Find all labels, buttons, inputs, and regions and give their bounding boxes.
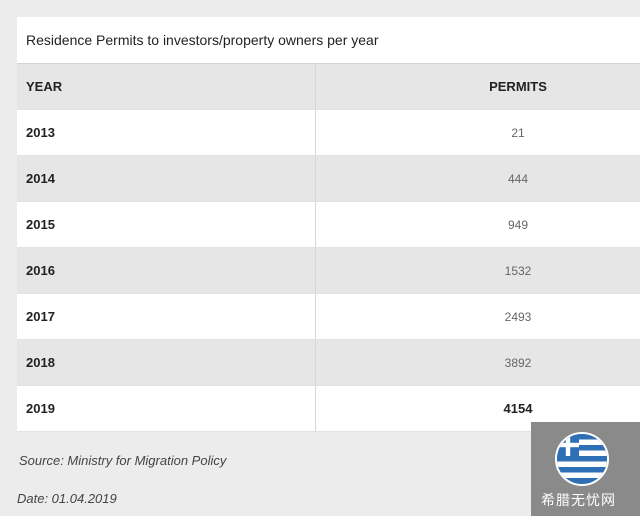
date-note: Date: 01.04.2019 <box>17 491 117 506</box>
table-header-row: YEAR PERMITS <box>17 64 640 110</box>
permits-cell: 444 <box>315 155 640 202</box>
table-row: 2016 1532 <box>17 247 640 294</box>
table-row: 2018 3892 <box>17 339 640 386</box>
permits-table: YEAR PERMITS 2013 21 2014 444 2015 949 2… <box>17 64 640 432</box>
table-row: 2014 444 <box>17 155 640 202</box>
year-cell: 2019 <box>17 385 316 432</box>
year-cell: 2017 <box>17 293 316 340</box>
greek-flag-icon <box>555 432 609 486</box>
year-cell: 2013 <box>17 109 316 156</box>
watermark-text: 希腊无忧网 <box>541 492 616 508</box>
table-row: 2015 949 <box>17 201 640 248</box>
year-cell: 2014 <box>17 155 316 202</box>
year-cell: 2015 <box>17 201 316 248</box>
year-cell: 2018 <box>17 339 316 386</box>
year-column-header: YEAR <box>17 64 316 110</box>
permits-table-container: Residence Permits to investors/property … <box>17 17 640 432</box>
watermark: 希腊无忧网 <box>531 422 640 516</box>
permits-cell: 1532 <box>315 247 640 294</box>
permits-cell: 3892 <box>315 339 640 386</box>
permits-cell: 2493 <box>315 293 640 340</box>
table-caption: Residence Permits to investors/property … <box>17 17 640 64</box>
source-note: Source: Ministry for Migration Policy <box>19 453 227 468</box>
table-row: 2013 21 <box>17 109 640 156</box>
year-cell: 2016 <box>17 247 316 294</box>
permits-column-header: PERMITS <box>315 64 640 110</box>
permits-cell: 21 <box>315 109 640 156</box>
permits-cell: 949 <box>315 201 640 248</box>
table-row: 2017 2493 <box>17 293 640 340</box>
